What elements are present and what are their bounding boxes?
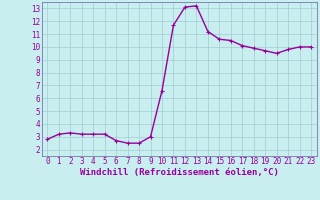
X-axis label: Windchill (Refroidissement éolien,°C): Windchill (Refroidissement éolien,°C) (80, 168, 279, 177)
